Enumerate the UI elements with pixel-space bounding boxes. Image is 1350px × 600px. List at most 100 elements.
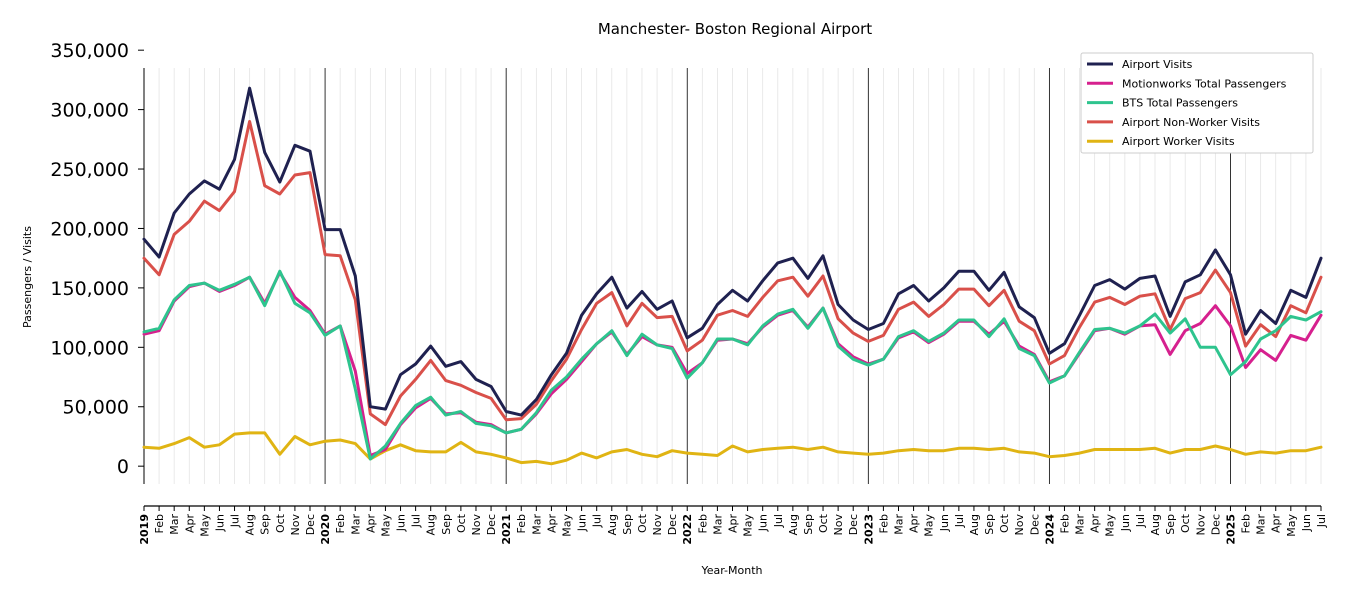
x-tick-label: Dec xyxy=(485,514,498,535)
x-tick-label: May xyxy=(561,514,574,537)
y-tick-label: 250,000 xyxy=(50,159,129,181)
x-tick-label: Jul xyxy=(229,514,242,528)
legend: Airport Visits Motionworks Total Passenge… xyxy=(1080,52,1314,154)
x-tick-label: 2022 xyxy=(681,514,694,545)
x-tick-label: 2020 xyxy=(319,514,332,545)
x-tick-label: Jun xyxy=(1300,514,1313,532)
x-tick-label: Oct xyxy=(998,513,1011,533)
x-tick-label: Apr xyxy=(727,514,740,534)
x-tick-label: Jun xyxy=(757,514,770,532)
x-tick-label: 2021 xyxy=(500,514,513,545)
x-tick-label: Oct xyxy=(817,513,830,533)
x-tick-label: Nov xyxy=(1013,514,1026,536)
x-tick-label: 2023 xyxy=(862,514,875,545)
y-tick-label: 0 xyxy=(117,456,129,478)
x-ticks: 2019 Feb Mar Apr May Jun Jul Aug Sep Oct Nov Dec 202… xyxy=(138,506,1328,545)
x-tick-label: Jun xyxy=(213,514,226,532)
x-tick-label: Apr xyxy=(545,514,558,534)
x-tick-label: Oct xyxy=(636,513,649,533)
x-tick-label: Jul xyxy=(1134,514,1147,528)
x-tick-label: May xyxy=(379,514,392,537)
y-axis-label: Passengers / Visits xyxy=(21,226,34,328)
series-line-airport-worker-visits xyxy=(142,431,1323,466)
x-tick-label: Sep xyxy=(259,514,272,535)
x-tick-label: 2025 xyxy=(1224,514,1237,545)
x-tick-label: Aug xyxy=(1149,514,1162,535)
legend-entry: BTS Total Passengers xyxy=(1122,97,1238,110)
x-tick-label: Oct xyxy=(274,513,287,533)
x-tick-label: Dec xyxy=(1028,514,1041,535)
x-tick-label: Dec xyxy=(666,514,679,535)
x-tick-label: Aug xyxy=(244,514,257,535)
x-tick-label: 2024 xyxy=(1043,514,1056,545)
x-tick-label: Nov xyxy=(470,514,483,536)
x-tick-label: Mar xyxy=(1074,514,1087,535)
x-tick-label: Jun xyxy=(395,514,408,532)
legend-entry: Airport Visits xyxy=(1122,58,1193,71)
x-tick-label: Aug xyxy=(425,514,438,535)
x-tick-label: Oct xyxy=(455,513,468,533)
x-tick-label: Jul xyxy=(1315,514,1328,528)
x-tick-label: Jul xyxy=(953,514,966,528)
y-tick-label: 100,000 xyxy=(50,337,129,359)
x-tick-label: May xyxy=(1104,514,1117,537)
x-tick-label: Feb xyxy=(877,514,890,533)
x-tick-label: Sep xyxy=(802,514,815,535)
chart-title: Manchester- Boston Regional Airport xyxy=(598,20,872,38)
x-tick-label: Feb xyxy=(153,514,166,533)
series-line-bts-total-passengers xyxy=(142,269,1323,461)
y-tick-label: 200,000 xyxy=(50,218,129,240)
series-line-airport-visits xyxy=(142,86,1323,417)
x-tick-label: Nov xyxy=(1194,514,1207,536)
series-lines xyxy=(142,86,1323,466)
x-tick-label: Jun xyxy=(938,514,951,532)
x-tick-label: Mar xyxy=(1255,514,1268,535)
x-tick-label: Mar xyxy=(892,514,905,535)
x-tick-label: May xyxy=(742,514,755,537)
x-tick-label: May xyxy=(198,514,211,537)
x-tick-label: Dec xyxy=(847,514,860,535)
x-tick-label: Jul xyxy=(410,514,423,528)
grid-layer xyxy=(143,68,1322,484)
x-tick-label: Mar xyxy=(711,514,724,535)
x-tick-label: Apr xyxy=(1270,514,1283,534)
x-tick-label: Feb xyxy=(334,514,347,533)
y-ticks: 0 50,000 100,000 150,000 200,000 250,000 300,0… xyxy=(50,40,144,478)
legend-entry: Motionworks Total Passengers xyxy=(1122,77,1287,90)
x-tick-label: Aug xyxy=(606,514,619,535)
y-tick-label: 350,000 xyxy=(50,40,129,62)
x-tick-label: Aug xyxy=(968,514,981,535)
x-tick-label: Jul xyxy=(772,514,785,528)
x-tick-label: Nov xyxy=(289,514,302,536)
x-tick-label: Sep xyxy=(621,514,634,535)
x-tick-label: Apr xyxy=(908,514,921,534)
x-tick-label: Aug xyxy=(787,514,800,535)
x-tick-label: Feb xyxy=(515,514,528,533)
x-tick-label: 2019 xyxy=(138,514,151,545)
x-tick-label: Dec xyxy=(1209,514,1222,535)
x-axis-label: Year-Month xyxy=(700,564,762,577)
x-tick-label: Jul xyxy=(591,514,604,528)
x-tick-label: Jun xyxy=(576,514,589,532)
x-tick-label: Sep xyxy=(440,514,453,535)
y-tick-label: 150,000 xyxy=(50,278,129,300)
x-tick-label: Feb xyxy=(1240,514,1253,533)
x-tick-label: Nov xyxy=(651,514,664,536)
legend-entry: Airport Non-Worker Visits xyxy=(1122,116,1260,129)
legend-box xyxy=(1080,52,1314,154)
series-line-airport-non-worker-visits xyxy=(142,120,1323,427)
x-tick-label: Nov xyxy=(832,514,845,536)
x-tick-label: Mar xyxy=(530,514,543,535)
x-tick-label: Apr xyxy=(1089,514,1102,534)
x-tick-label: Feb xyxy=(1058,514,1071,533)
x-tick-label: Jun xyxy=(1119,514,1132,532)
x-tick-label: Sep xyxy=(983,514,996,535)
x-tick-label: Mar xyxy=(168,514,181,535)
legend-entry: Airport Worker Visits xyxy=(1122,135,1235,148)
x-tick-label: May xyxy=(1285,514,1298,537)
y-tick-label: 50,000 xyxy=(63,397,129,419)
x-tick-label: Mar xyxy=(349,514,362,535)
x-tick-label: Apr xyxy=(183,514,196,534)
x-tick-label: May xyxy=(923,514,936,537)
